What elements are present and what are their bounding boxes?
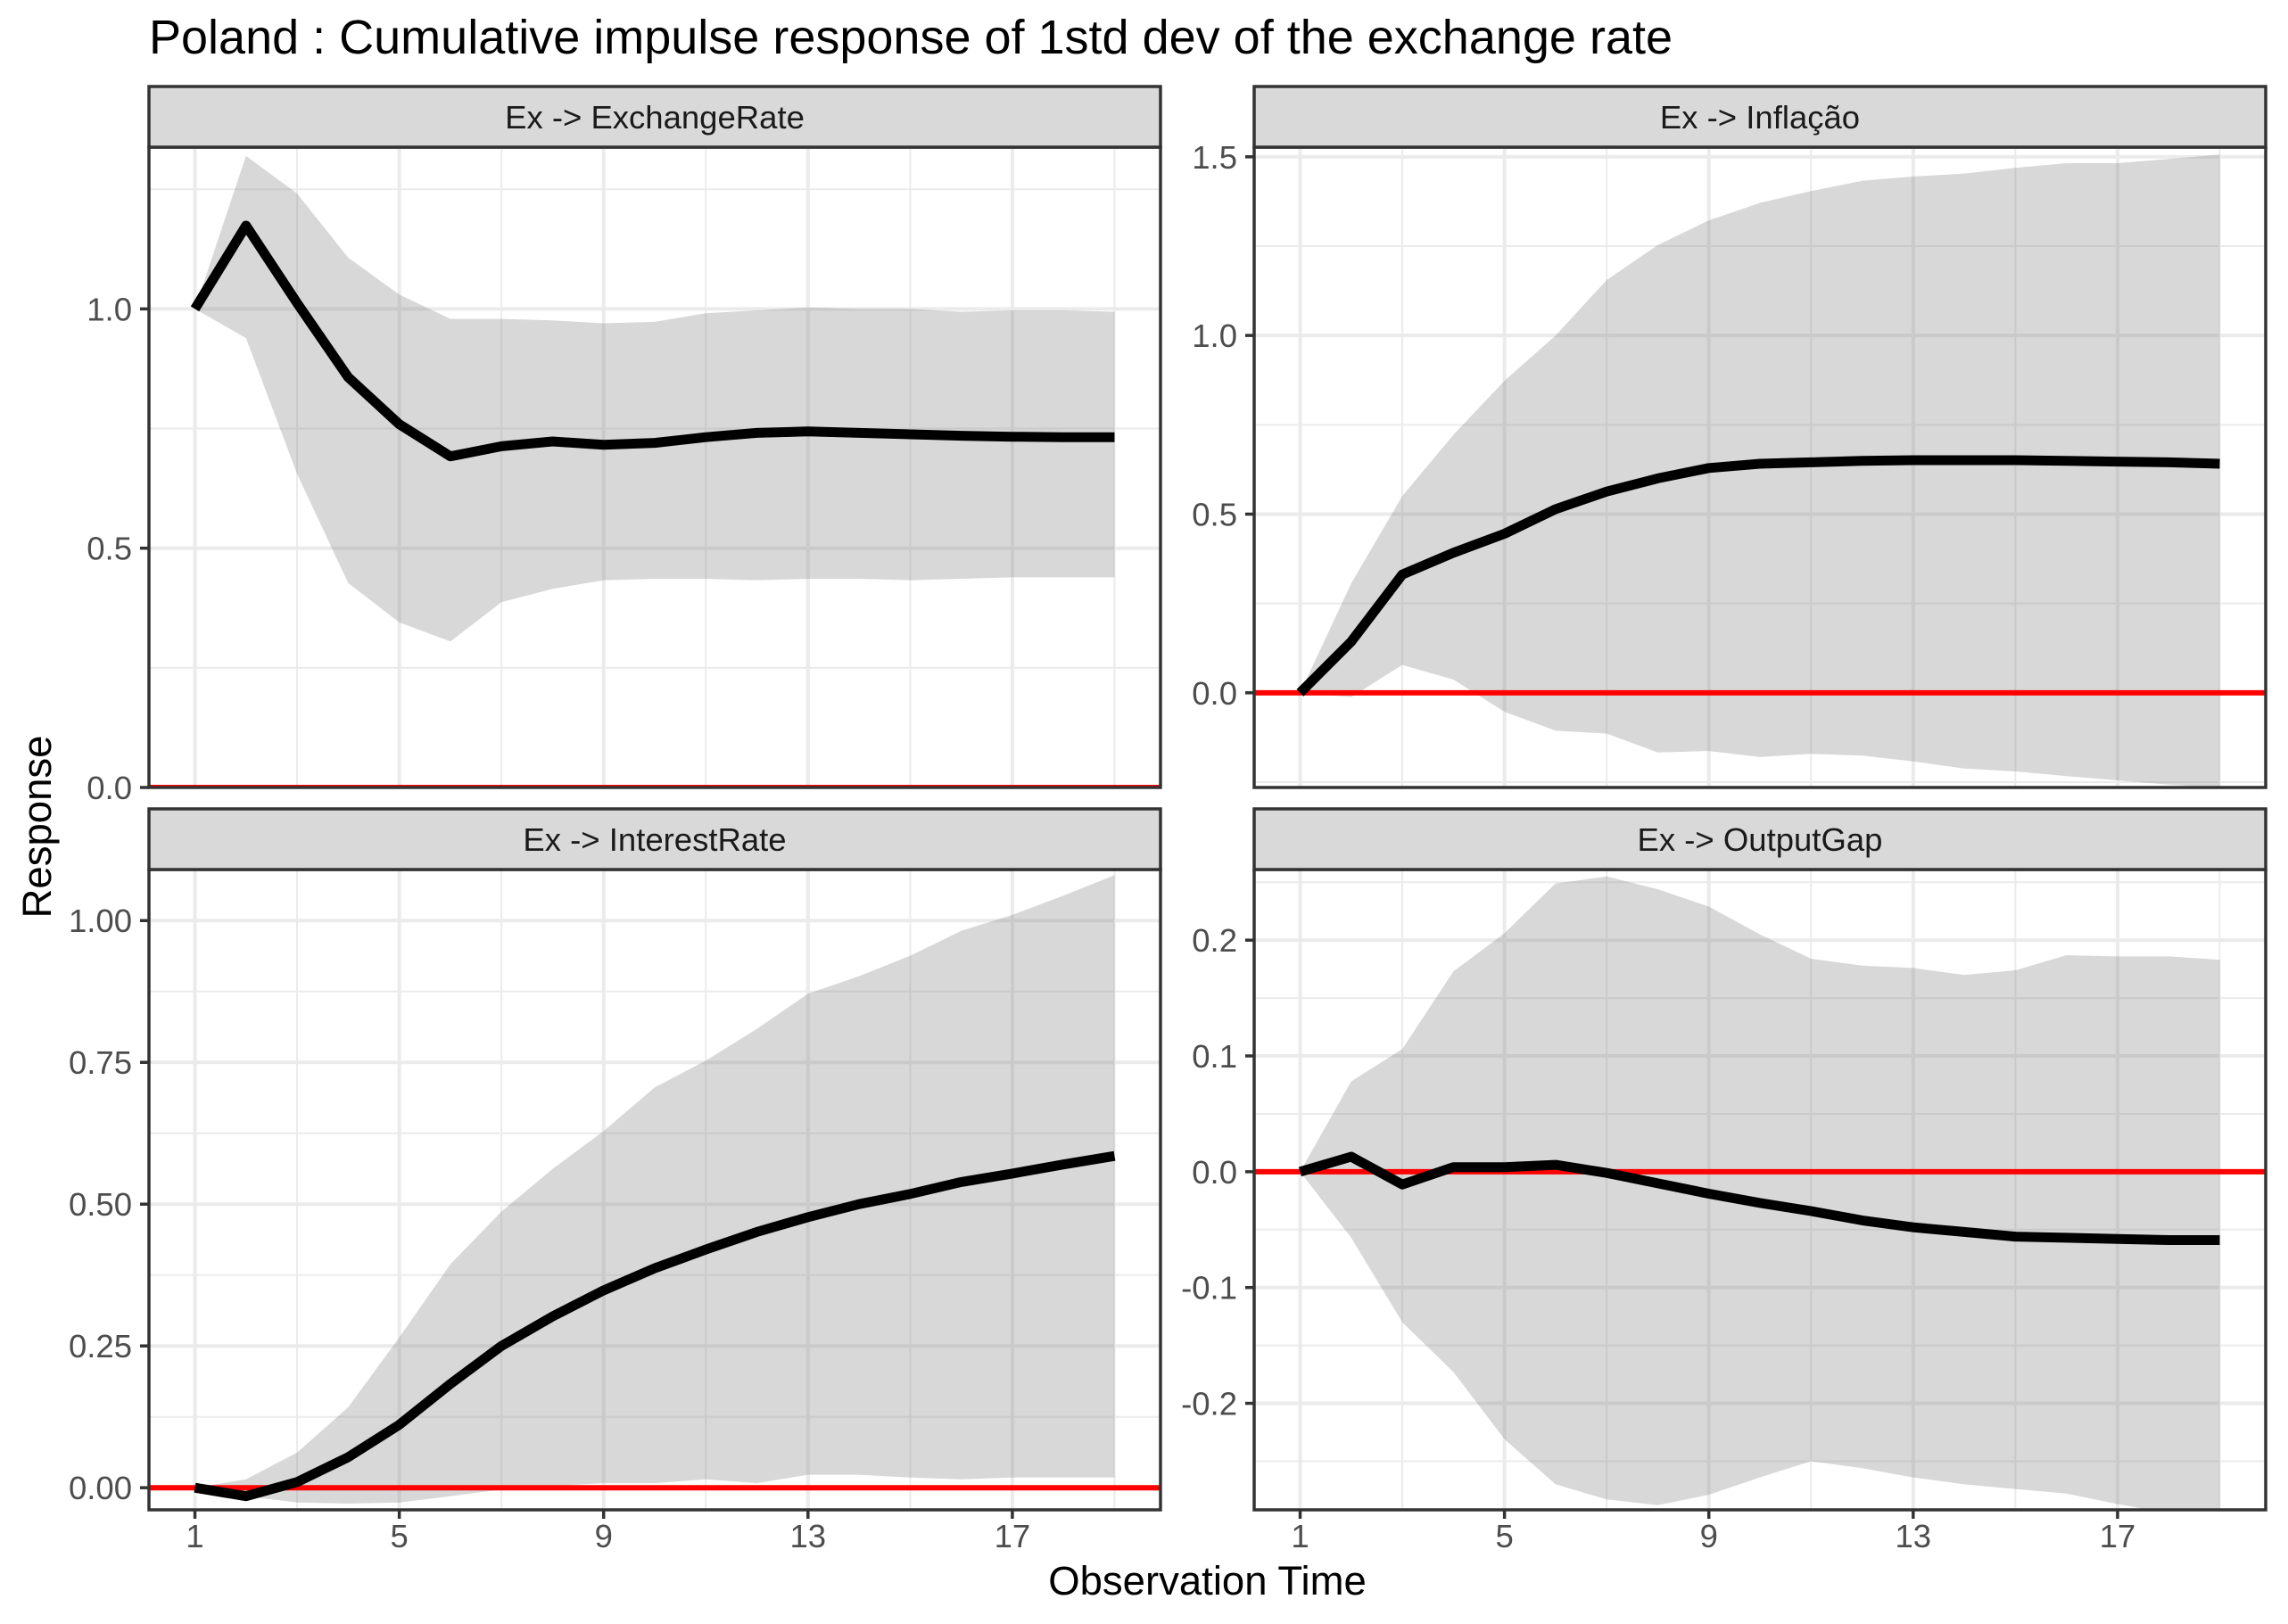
panel-plot-area xyxy=(149,870,1161,1510)
facet-strip-label: Ex -> InterestRate xyxy=(523,821,786,858)
response-line xyxy=(194,1150,1116,1502)
panel-background xyxy=(149,870,1161,1510)
facet-panel: Ex -> InterestRate 0.00 0.25 0.50 0.75 1.00 1 5… xyxy=(69,807,1162,1554)
figure-title: Poland : Cumulative impulse response of … xyxy=(149,11,1673,64)
x-tick-label: 1 xyxy=(1291,1518,1309,1554)
facet-panel: Ex -> ExchangeRate 0.0 0.5 1.0 xyxy=(87,85,1162,806)
y-tick-label: 1.0 xyxy=(1192,317,1237,354)
response-line xyxy=(1296,455,2220,697)
facet-strip xyxy=(1252,85,2267,149)
x-tick-label: 17 xyxy=(2100,1518,2136,1554)
y-tick-label: 0.1 xyxy=(1192,1038,1237,1075)
response-line xyxy=(1298,1151,2220,1245)
facet-strip xyxy=(147,85,1162,149)
facet-strip-label: Ex -> Inflação xyxy=(1660,99,1860,136)
y-tick-label: 1.0 xyxy=(87,291,132,327)
x-axis-title: Observation Time xyxy=(1048,1558,1367,1603)
facet-panel: Ex -> Inflação 0.0 0.5 1.0 1.5 xyxy=(1192,85,2267,789)
x-tick-label: 1 xyxy=(186,1518,203,1554)
panel-plot-area xyxy=(1254,147,2266,787)
x-tick-label: 13 xyxy=(1896,1518,1932,1554)
y-tick-label: 0.0 xyxy=(1192,675,1237,712)
y-tick-label: 0.0 xyxy=(1192,1154,1237,1191)
y-tick-label: 1.00 xyxy=(69,903,132,939)
y-tick-label: 0.50 xyxy=(69,1186,132,1223)
y-tick-label: 0.25 xyxy=(69,1328,132,1364)
panel-background xyxy=(149,147,1161,787)
facet-strip xyxy=(1252,807,2267,871)
y-tick-label: 0.0 xyxy=(87,770,132,806)
y-tick-label: -0.2 xyxy=(1181,1386,1237,1422)
facet-strip-label: Ex -> OutputGap xyxy=(1638,821,1883,858)
y-tick-label: 0.5 xyxy=(1192,496,1237,532)
response-line xyxy=(190,220,1115,462)
x-tick-label: 17 xyxy=(995,1518,1031,1554)
y-tick-label: -0.1 xyxy=(1181,1270,1237,1307)
panel-plot-area xyxy=(1254,870,2266,1510)
x-tick-label: 9 xyxy=(595,1518,613,1554)
panel-plot-area xyxy=(149,147,1161,787)
confidence-band xyxy=(1300,876,2220,1510)
confidence-band xyxy=(1300,154,2220,787)
x-tick-label: 13 xyxy=(790,1518,827,1554)
facet-strip-label: Ex -> ExchangeRate xyxy=(505,99,805,136)
y-tick-label: 1.5 xyxy=(1192,139,1237,176)
facet-strip xyxy=(147,807,1162,871)
confidence-band xyxy=(194,155,1115,642)
y-tick-label: 0.75 xyxy=(69,1044,132,1081)
y-tick-label: 0.5 xyxy=(87,531,132,567)
y-tick-label: 0.2 xyxy=(1192,922,1237,959)
x-tick-label: 5 xyxy=(390,1518,408,1554)
y-axis-title: Response xyxy=(14,736,60,919)
confidence-band xyxy=(194,875,1115,1504)
x-tick-label: 9 xyxy=(1700,1518,1718,1554)
facet-panel: Ex -> OutputGap -0.2 -0.1 0.0 0.1 0.2 1 5 9 13 17 xyxy=(1181,807,2267,1554)
y-tick-label: 0.00 xyxy=(69,1470,132,1506)
x-tick-label: 5 xyxy=(1495,1518,1513,1554)
